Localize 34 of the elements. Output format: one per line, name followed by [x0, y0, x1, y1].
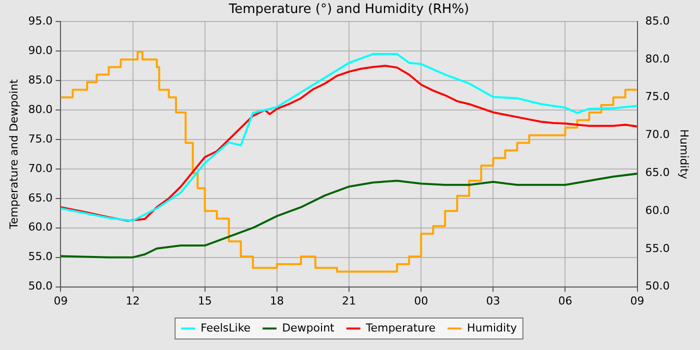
- y2-tick-label: 85.0: [645, 14, 670, 28]
- x-tick-label: 03: [486, 294, 500, 308]
- x-tick-label: 21: [342, 294, 356, 308]
- y-tick-label: 80.0: [28, 102, 53, 116]
- chart-title: Temperature (°) and Humidity (RH%): [228, 2, 470, 18]
- legend-label: Temperature: [364, 321, 436, 334]
- y2-tick-label: 60.0: [645, 204, 670, 217]
- y2-tick-label: 50.0: [645, 280, 670, 293]
- legend-label: Dewpoint: [282, 321, 336, 334]
- y-tick-label: 75.0: [28, 132, 53, 146]
- x-tick-label: 09: [630, 294, 644, 308]
- y-axis-title: Temperature and Dewpoint: [7, 78, 20, 230]
- y-tick-label: 65.0: [28, 191, 53, 204]
- x-tick-label: 09: [54, 294, 68, 308]
- y2-tick-label: 75.0: [645, 90, 670, 104]
- y-tick-label: 55.0: [28, 250, 53, 264]
- x-tick-label: 06: [558, 294, 572, 308]
- y-tick-label: 70.0: [28, 162, 53, 175]
- y-tick-label: 50.0: [28, 280, 53, 293]
- y-tick-label: 90.0: [28, 44, 53, 57]
- y2-tick-label: 55.0: [645, 242, 670, 255]
- x-tick-label: 18: [270, 294, 284, 308]
- y-tick-label: 85.0: [28, 73, 53, 86]
- y2-tick-label: 80.0: [645, 52, 670, 66]
- legend-label: FeelsLike: [200, 321, 251, 334]
- y2-tick-label: 65.0: [645, 166, 670, 179]
- y-tick-label: 60.0: [28, 220, 53, 234]
- x-tick-label: 00: [414, 294, 428, 308]
- legend-label: Humidity: [467, 321, 518, 334]
- y-tick-label: 95.0: [28, 14, 53, 28]
- x-tick-label: 12: [126, 294, 140, 308]
- x-tick-label: 15: [198, 294, 212, 308]
- y2-axis-title: Humidity: [678, 129, 691, 180]
- y2-tick-label: 70.0: [645, 128, 670, 142]
